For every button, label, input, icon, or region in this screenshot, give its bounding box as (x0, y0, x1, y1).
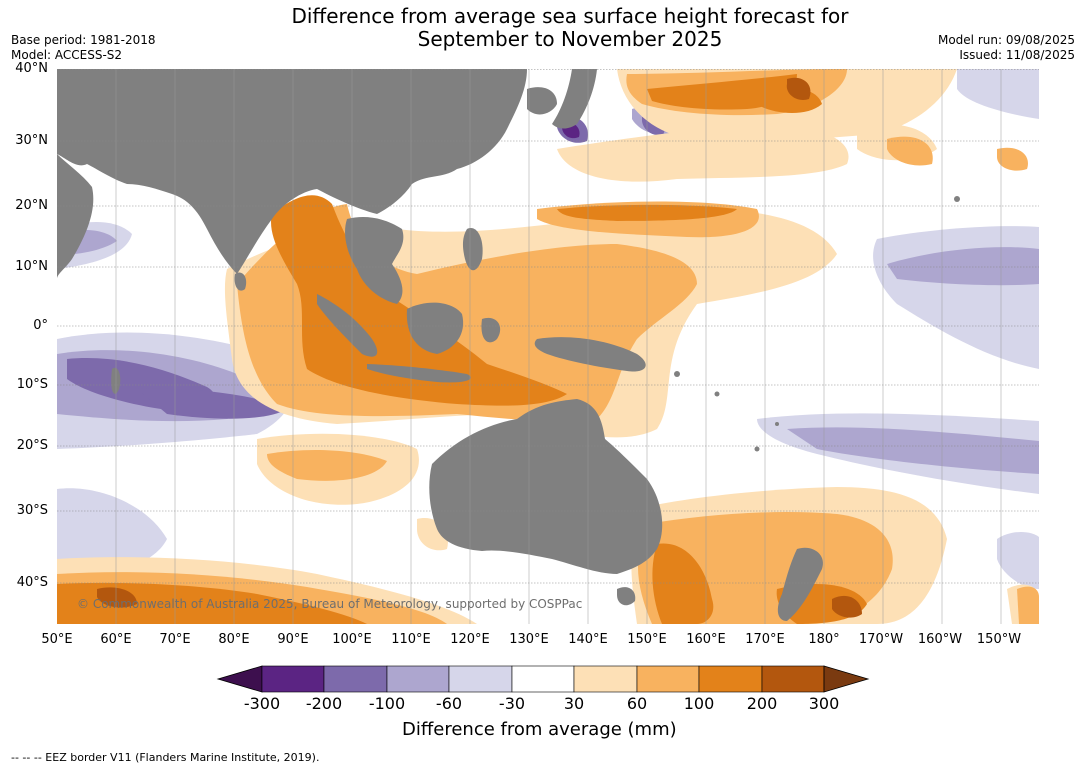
lon-label-80e: 80°E (218, 632, 250, 647)
meta-right: Model run: 09/08/2025 Issued: 11/08/2025 (938, 33, 1075, 63)
lat-label-40s: 40°S (16, 575, 48, 590)
anomaly-pos-200-300 (97, 77, 862, 618)
lon-label-120e: 120°E (450, 632, 490, 647)
land-masses (57, 69, 960, 621)
colorbar-segment (511, 665, 575, 693)
eez-footnote: -- -- -- EEZ border V11 (Flanders Marine… (11, 751, 320, 764)
colorbar-tick: 300 (808, 694, 840, 713)
lon-label-130e: 130°E (509, 632, 549, 647)
colorbar-segment (573, 665, 638, 693)
colorbar-segment (636, 665, 700, 693)
lon-label-90e: 90°E (277, 632, 309, 647)
colorbar-segment (698, 665, 763, 693)
meta-left: Base period: 1981-2018 Model: ACCESS-S2 (11, 33, 156, 63)
anomaly-pos-100-200 (57, 74, 867, 624)
colorbar-segment (761, 665, 825, 693)
lon-label-60e: 60°E (100, 632, 132, 647)
colorbar-tick: 60 (626, 694, 648, 713)
lon-label-160w: 160°W (917, 632, 963, 647)
colorbar-segment (323, 665, 388, 693)
title-line-2: September to November 2025 (417, 27, 723, 51)
colorbar (216, 665, 870, 693)
lat-label-10s: 10°S (16, 377, 48, 392)
colorbar-segment (386, 665, 450, 693)
lon-label-180: 180° (808, 632, 840, 647)
lat-label-30s: 30°S (16, 503, 48, 518)
lon-label-50e: 50°E (41, 632, 73, 647)
lon-label-160e: 160°E (686, 632, 726, 647)
lon-label-110e: 110°E (391, 632, 431, 647)
colorbar-tick: -100 (368, 694, 406, 713)
meridians (115, 69, 1002, 624)
colorbar-segment (261, 665, 325, 693)
title-line-1: Difference from average sea surface heig… (291, 4, 849, 28)
colorbar-tick: 100 (683, 694, 715, 713)
lat-label-40n: 40°N (15, 61, 48, 76)
lon-label-150e: 150°E (627, 632, 667, 647)
lat-label-20n: 20°N (15, 198, 48, 213)
colorbar-segment (448, 665, 513, 693)
map-title: Difference from average sea surface heig… (0, 5, 1085, 51)
base-period-text: Base period: 1981-2018 (11, 33, 156, 47)
lon-label-140e: 140°E (568, 632, 608, 647)
issued-text: Issued: 11/08/2025 (959, 48, 1075, 62)
colorbar-tick: 30 (563, 694, 585, 713)
lat-label-10n: 10°N (15, 259, 48, 274)
colorbar-tick: -200 (305, 694, 343, 713)
colorbar-tick: -30 (498, 694, 526, 713)
colorbar-tick: 200 (746, 694, 778, 713)
colorbar-segment-highest (823, 665, 870, 693)
lon-label-70e: 70°E (159, 632, 191, 647)
lon-label-150w: 150°W (976, 632, 1022, 647)
colorbar-tick: -60 (435, 694, 463, 713)
copyright-text: © Commonwealth of Australia 2025, Bureau… (77, 597, 583, 611)
lat-label-30n: 30°N (15, 133, 48, 148)
colorbar-segment-lowest (216, 665, 263, 693)
lon-label-170w: 170°W (858, 632, 904, 647)
lat-label-0: 0° (33, 318, 48, 333)
lat-label-20s: 20°S (16, 438, 48, 453)
model-run-text: Model run: 09/08/2025 (937, 33, 1075, 47)
model-text: Model: ACCESS-S2 (11, 48, 123, 62)
colorbar-tick: -300 (243, 694, 281, 713)
lon-label-170e: 170°E (745, 632, 785, 647)
colorbar-title: Difference from average (mm) (402, 719, 677, 740)
sea-surface-height-map (57, 69, 1039, 624)
lon-label-100e: 100°E (332, 632, 372, 647)
